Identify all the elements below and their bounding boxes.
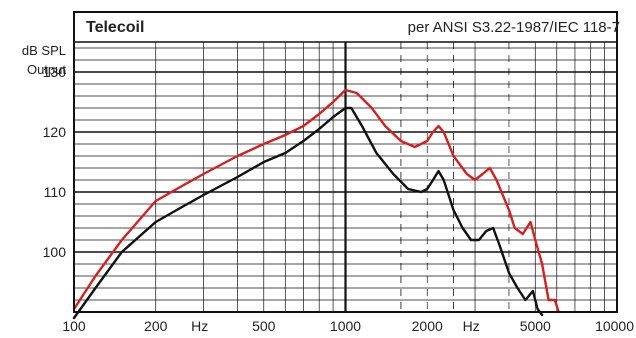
x-tick-label: 100 [62, 318, 86, 334]
y-axis-label: dB SPL Output [22, 43, 66, 77]
chart-subtitle: per ANSI S3.22-1987/IEC 118-7 [408, 19, 620, 36]
series-line-2 [72, 106, 544, 320]
header-band [74, 12, 617, 42]
y-tick-label: 110 [44, 184, 67, 200]
x-tick-label: 1000 [330, 318, 361, 334]
grid [74, 42, 617, 312]
plot-frame [73, 11, 618, 313]
y-tick-label: 120 [43, 124, 67, 140]
chart-header: Telecoil per ANSI S3.22-1987/IEC 118-7 [86, 19, 620, 36]
x-tick-label: 2000 [412, 318, 443, 334]
y-tick-label: 100 [43, 244, 67, 260]
series-line-1 [72, 88, 560, 314]
chart-title: Telecoil [86, 19, 144, 36]
x-unit-label: Hz [463, 318, 480, 334]
x-unit-label: Hz [191, 318, 208, 334]
y-axis-label-line-1: dB SPL [22, 43, 66, 58]
x-tick-labels: 100 200 500 1000 2000 5000 10000 Hz Hz [62, 318, 634, 334]
y-tick-label: 130 [43, 64, 67, 80]
x-tick-label: 10000 [595, 318, 634, 334]
x-tick-label: 200 [144, 318, 168, 334]
y-axis-label-line-2: Output [27, 62, 66, 77]
y-tick-labels: 100 110 120 130 [43, 64, 67, 260]
series-layer [72, 88, 560, 320]
x-tick-label: 5000 [520, 318, 551, 334]
x-tick-label: 500 [252, 318, 276, 334]
plot-border [73, 11, 618, 313]
